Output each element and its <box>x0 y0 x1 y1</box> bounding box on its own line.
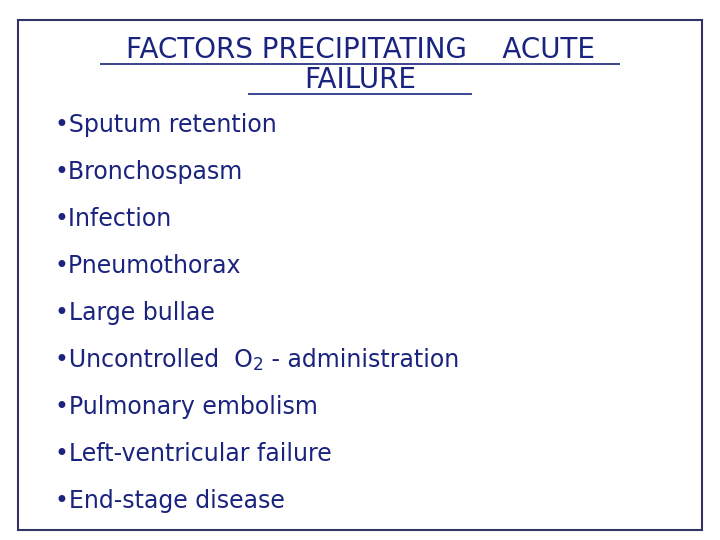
Text: •Left-ventricular failure: •Left-ventricular failure <box>55 442 332 466</box>
Text: •Pneumothorax: •Pneumothorax <box>55 254 241 278</box>
Text: 2: 2 <box>253 356 264 374</box>
Text: •Large bullae: •Large bullae <box>55 301 215 325</box>
Text: - administration: - administration <box>264 348 459 372</box>
Text: •Infection: •Infection <box>55 207 172 231</box>
Text: •Bronchospasm: •Bronchospasm <box>55 160 243 184</box>
FancyBboxPatch shape <box>18 20 702 530</box>
Text: •Pulmonary embolism: •Pulmonary embolism <box>55 395 318 419</box>
Text: •Uncontrolled  O: •Uncontrolled O <box>55 348 253 372</box>
Text: FACTORS PRECIPITATING    ACUTE: FACTORS PRECIPITATING ACUTE <box>125 36 595 64</box>
Text: •Sputum retention: •Sputum retention <box>55 113 276 137</box>
Text: •End-stage disease: •End-stage disease <box>55 489 285 513</box>
Text: FAILURE: FAILURE <box>304 66 416 94</box>
